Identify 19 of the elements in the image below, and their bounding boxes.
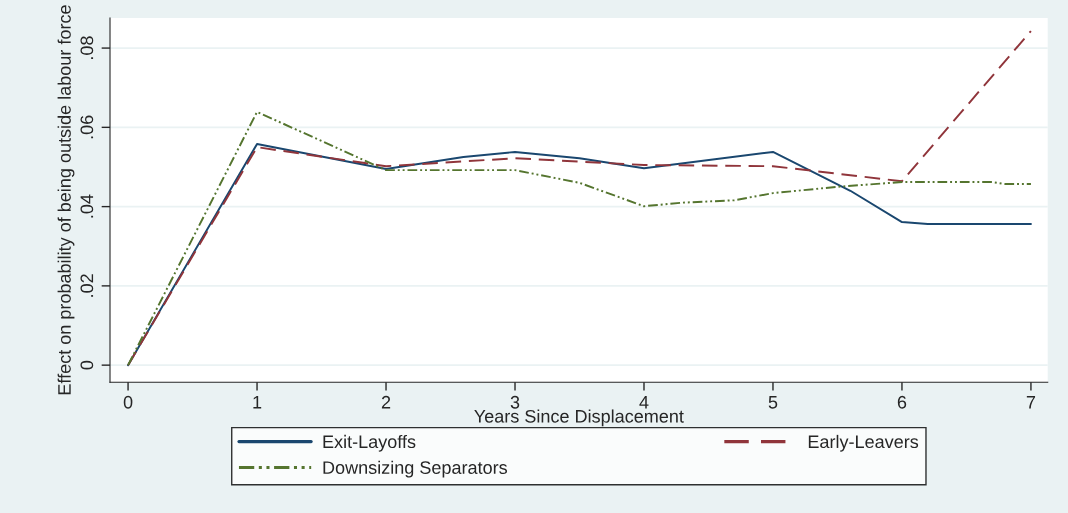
y-tick-label: .08 bbox=[80, 36, 94, 59]
x-tick-label: 2 bbox=[381, 395, 391, 409]
legend-label: Early-Leavers bbox=[808, 434, 919, 452]
x-axis-title: Years Since Displacement bbox=[474, 409, 684, 427]
y-tick-label: .04 bbox=[80, 194, 94, 218]
line-series bbox=[127, 30, 1032, 367]
x-tick-label: 7 bbox=[1026, 396, 1036, 409]
x-tick-label: 0 bbox=[123, 395, 133, 409]
y-tick-label: 0 bbox=[80, 360, 94, 370]
legend-label: Exit-Layoffs bbox=[323, 434, 416, 452]
x-tick-label: 1 bbox=[253, 396, 262, 409]
y-axis-title: Effect on probability of being outside labour force bbox=[57, 5, 75, 395]
x-tick-label: 6 bbox=[897, 395, 907, 409]
y-tick-label: .06 bbox=[80, 115, 94, 139]
x-tick-label: 5 bbox=[768, 396, 778, 409]
y-tick-label: .02 bbox=[80, 274, 94, 297]
x-tick-label: 4 bbox=[639, 396, 649, 409]
legend-label: Downsizing Separators bbox=[323, 460, 508, 478]
x-tick-label: 3 bbox=[510, 395, 520, 409]
